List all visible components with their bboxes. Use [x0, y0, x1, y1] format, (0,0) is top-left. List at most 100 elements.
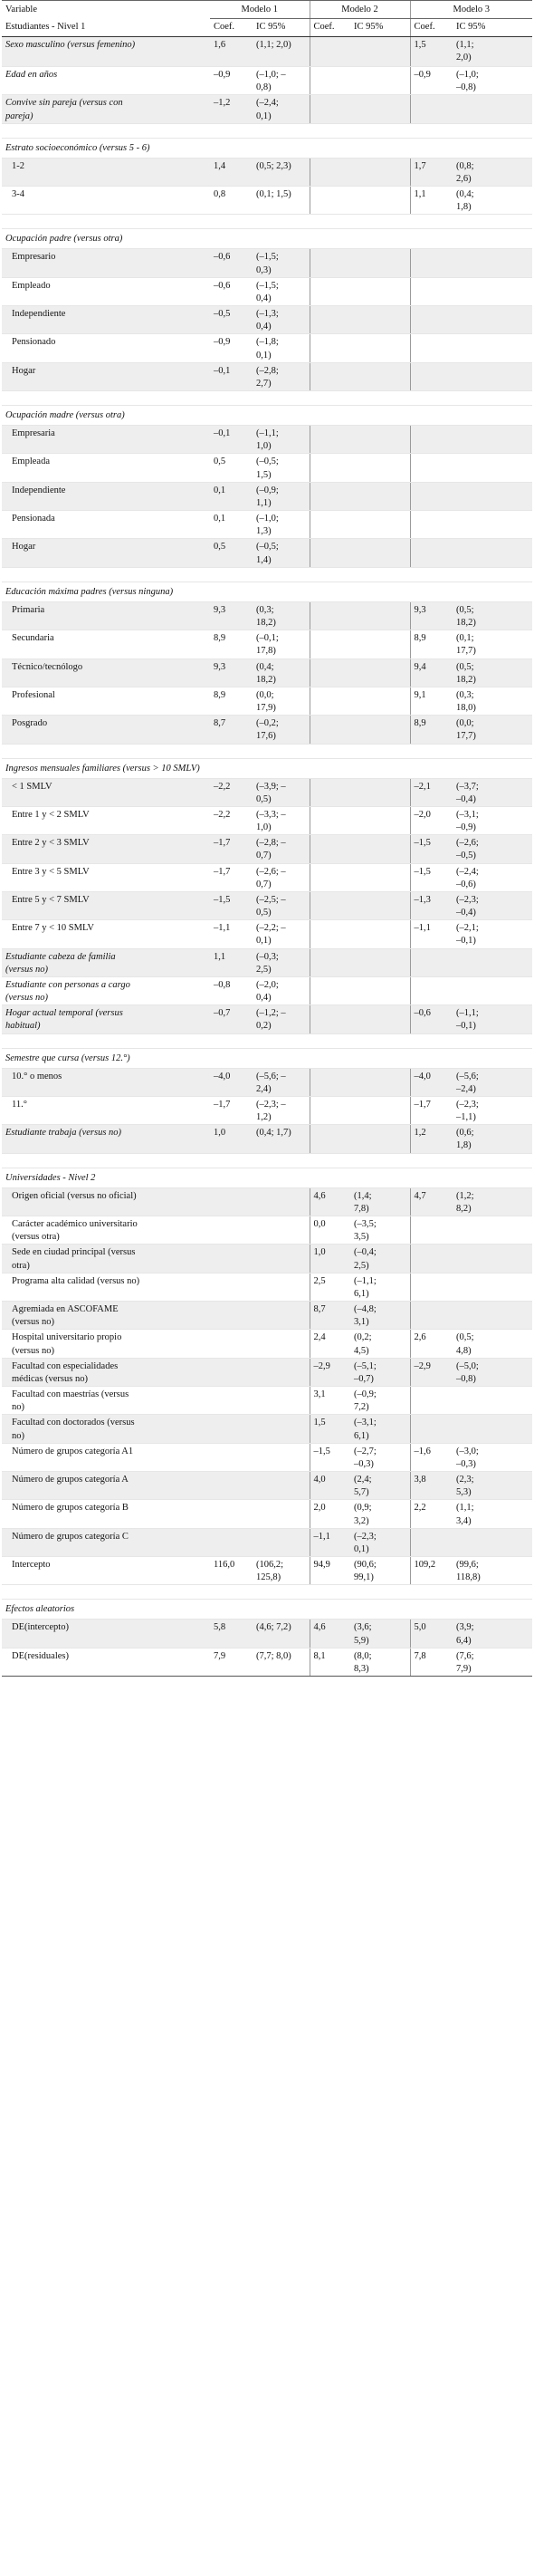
ic-m2-cell [350, 1124, 411, 1154]
coef-m2-cell [309, 362, 351, 392]
table-row: Estudiante con personas a cargo (versus … [2, 976, 533, 1006]
ic-m3-cell: (2,3; 5,3) [453, 1471, 533, 1501]
ic-m2-cell [350, 425, 411, 455]
table-row: Independiente 0,1 (–0,9; 1,1) [2, 482, 533, 512]
coef-m3-cell [409, 425, 453, 455]
row-label: Entre 2 y < 3 SMLV [2, 834, 210, 864]
coef-m3-cell: 1,7 [409, 158, 453, 187]
ic-m1-cell: (0,4; 1,7) [253, 1124, 310, 1154]
coef-m2-cell: 1,5 [309, 1414, 351, 1444]
ic-m1-cell: (–1,0; – 0,8) [253, 66, 310, 96]
table-row: DE(residuales) 7,9 (7,7; 8,0) 8,1 (8,0; 8,3)… [2, 1648, 533, 1677]
group-label: Ocupación madre (versus otra) [2, 405, 533, 427]
ic-m1-cell: (7,7; 8,0) [253, 1648, 310, 1677]
coef-m3-cell: 9,4 [409, 658, 453, 687]
ic-m1-cell: (–2,4; 0,1) [253, 94, 310, 124]
table-row: Facultad con doctorados (versus no) 1,5 (–… [2, 1414, 533, 1444]
table-row: Número de grupos categoría A1 –1,5 (–2,7; … [2, 1443, 533, 1473]
table-row: Entre 3 y < 5 SMLV –1,7 (–2,6; – 0,7) –1,5(… [2, 863, 533, 892]
coef-m2-cell: 4,6 [309, 1619, 351, 1648]
ic-m1-cell [253, 1386, 310, 1416]
table-row: Carácter académico universitario (versus… [2, 1216, 533, 1245]
table-row: Edad en años –0,9 (–1,0; – 0,8) –0,9 (–1,0; … [2, 66, 533, 96]
coef-m1-cell [210, 1443, 253, 1473]
spacer-row [2, 390, 533, 407]
ic-m1-cell: (–0,5; 1,5) [253, 453, 310, 483]
table-row: Estudiante trabaja (versus no) 1,0 (0,4; 1… [2, 1124, 533, 1154]
coef-m3-cell: 2,6 [409, 1329, 453, 1359]
ic-m2-cell [350, 482, 411, 512]
coef-m1-cell: –1,2 [210, 94, 253, 124]
coef-m1-cell: 8,9 [210, 687, 253, 716]
coef-m2-cell: 2,5 [309, 1273, 351, 1302]
row-label: < 1 SMLV [2, 778, 210, 807]
ic-m2-cell [350, 1004, 411, 1034]
ic-m2-cell [350, 834, 411, 864]
results-table: Variable Modelo 1 Modelo 2 Modelo 3 Estu… [2, 0, 533, 1677]
ic-m3-cell [453, 1244, 533, 1274]
coef-m3-cell: –1,7 [409, 1096, 453, 1126]
row-label: Entre 1 y < 2 SMLV [2, 806, 210, 836]
coef-m2-cell: 1,0 [309, 1244, 351, 1274]
ic-m1-cell [253, 1244, 310, 1274]
spacer-row [2, 1033, 533, 1049]
coef-m1-cell: –2,2 [210, 806, 253, 836]
table-row: < 1 SMLV –2,2 (–3,9; – 0,5) –2,1 (–3,7; –0,4… [2, 778, 533, 807]
coef-m3-cell [409, 248, 453, 278]
coef-m3-cell [409, 1244, 453, 1274]
ic-m3-cell [453, 333, 533, 363]
group-label: Educación máxima padres (versus ninguna) [2, 582, 533, 602]
ic-m1-cell: (–2,5; – 0,5) [253, 891, 310, 921]
ic-m1-cell [253, 1443, 310, 1473]
ic-m1-cell: (1,1; 2,0) [253, 36, 310, 67]
ic-m1-cell [253, 1216, 310, 1245]
spacer-row [2, 1153, 533, 1168]
ic-m1-cell: (–5,6; – 2,4) [253, 1068, 310, 1097]
coef-m2-cell [309, 891, 351, 921]
table-row: Independiente –0,5 (–1,3; 0,4) [2, 305, 533, 335]
row-label: DE(residuales) [2, 1648, 210, 1677]
table-row: Entre 2 y < 3 SMLV –1,7 (–2,8; – 0,7) –1,5(… [2, 834, 533, 864]
row-label: Independiente [2, 305, 210, 335]
ic-m1-cell: (–3,3; – 1,0) [253, 806, 310, 836]
row-label: Número de grupos categoría A [2, 1471, 210, 1501]
ic-m1-cell [253, 1471, 310, 1501]
table-row: Pensionada 0,1 (–1,0; 1,3) [2, 510, 533, 540]
group-header-row: Ingresos mensuales familiares (versus > … [2, 758, 533, 779]
table-row: Primaria 9,3 (0,3; 18,2) 9,3 (0,5; 18,2) [2, 601, 533, 631]
ic-m3-cell [453, 277, 533, 307]
group-label: Ocupación padre (versus otra) [2, 228, 533, 250]
coef-m3-cell [409, 94, 453, 124]
ic-m2-cell [350, 305, 411, 335]
ic-m3-cell: (–2,4; –0,6) [453, 863, 533, 892]
coef-m2-cell [309, 277, 351, 307]
table-row: Empleado –0,6 (–1,5; 0,4) [2, 277, 533, 307]
coef-m2-cell [309, 425, 351, 455]
header-model-2: Modelo 2 [309, 0, 411, 19]
regression-table: Variable Modelo 1 Modelo 2 Modelo 3 Estu… [2, 0, 533, 1677]
row-label: Empleada [2, 453, 210, 483]
ic-m1-cell: (–1,1; 1,0) [253, 425, 310, 455]
group-label: Estrato socioeconómico (versus 5 - 6) [2, 138, 533, 159]
row-label: Sexo masculino (versus femenino) [2, 36, 210, 67]
ic-m2-cell [350, 778, 411, 807]
ic-m2-cell: (0,2; 4,5) [350, 1329, 411, 1359]
ic-m2-cell: (–0,9; 7,2) [350, 1386, 411, 1416]
coef-m1-cell: –0,7 [210, 1004, 253, 1034]
ic-m3-cell: (0,5; 18,2) [453, 658, 533, 687]
table-row: 11.° –1,7 (–2,3; – 1,2) –1,7 (–2,3; –1,1) [2, 1096, 533, 1126]
coef-m3-cell [409, 538, 453, 568]
coef-m3-cell: 9,1 [409, 687, 453, 716]
table-row: Estudiante cabeza de familia (versus no)… [2, 948, 533, 977]
ic-m3-cell [453, 305, 533, 335]
ic-m2-cell [350, 1068, 411, 1097]
group-header-row: Efectos aleatorios [2, 1599, 533, 1620]
ic-m3-cell: (1,2; 8,2) [453, 1187, 533, 1217]
ic-m3-cell: (3,9; 6,4) [453, 1619, 533, 1648]
coef-m3-cell: 7,8 [409, 1648, 453, 1677]
coef-m1-cell [210, 1216, 253, 1245]
row-label: Facultad con especialidades médicas (ver… [2, 1358, 210, 1388]
ic-m3-cell [453, 248, 533, 278]
ic-m2-cell [350, 277, 411, 307]
coef-m1-cell: –1,7 [210, 863, 253, 892]
